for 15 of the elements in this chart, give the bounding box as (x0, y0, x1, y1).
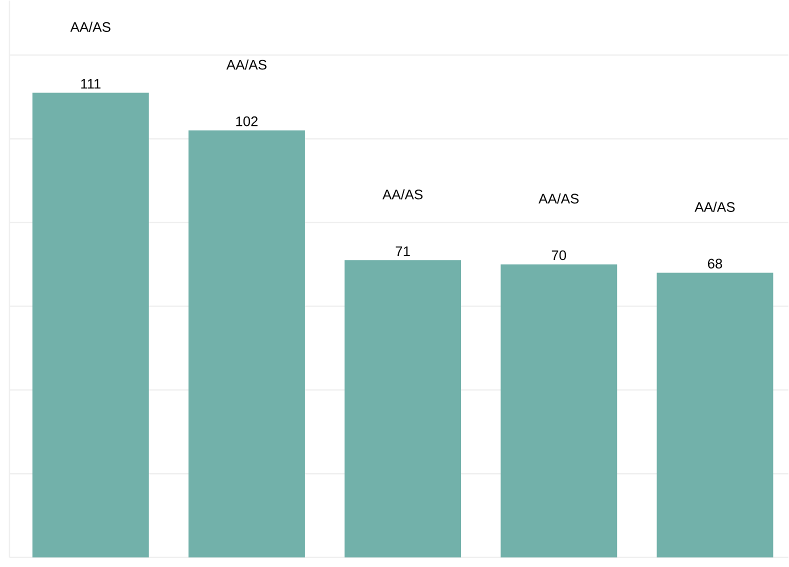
data-label: 102 (236, 116, 258, 126)
bar (32, 92, 149, 558)
data-label: 68 (708, 258, 722, 269)
bar (500, 264, 618, 558)
annotation: AA/AS (694, 202, 735, 212)
bar (188, 130, 305, 558)
bar (656, 272, 774, 558)
data-label: 71 (396, 246, 410, 256)
annotation: AA/AS (382, 189, 423, 200)
annotation: AA/AS (538, 193, 579, 204)
data-label: 111 (81, 79, 100, 89)
data-label: 70 (552, 250, 566, 260)
annotation: AA/AS (70, 22, 110, 32)
annotation: AA/AS (226, 60, 266, 70)
bar (344, 260, 462, 558)
